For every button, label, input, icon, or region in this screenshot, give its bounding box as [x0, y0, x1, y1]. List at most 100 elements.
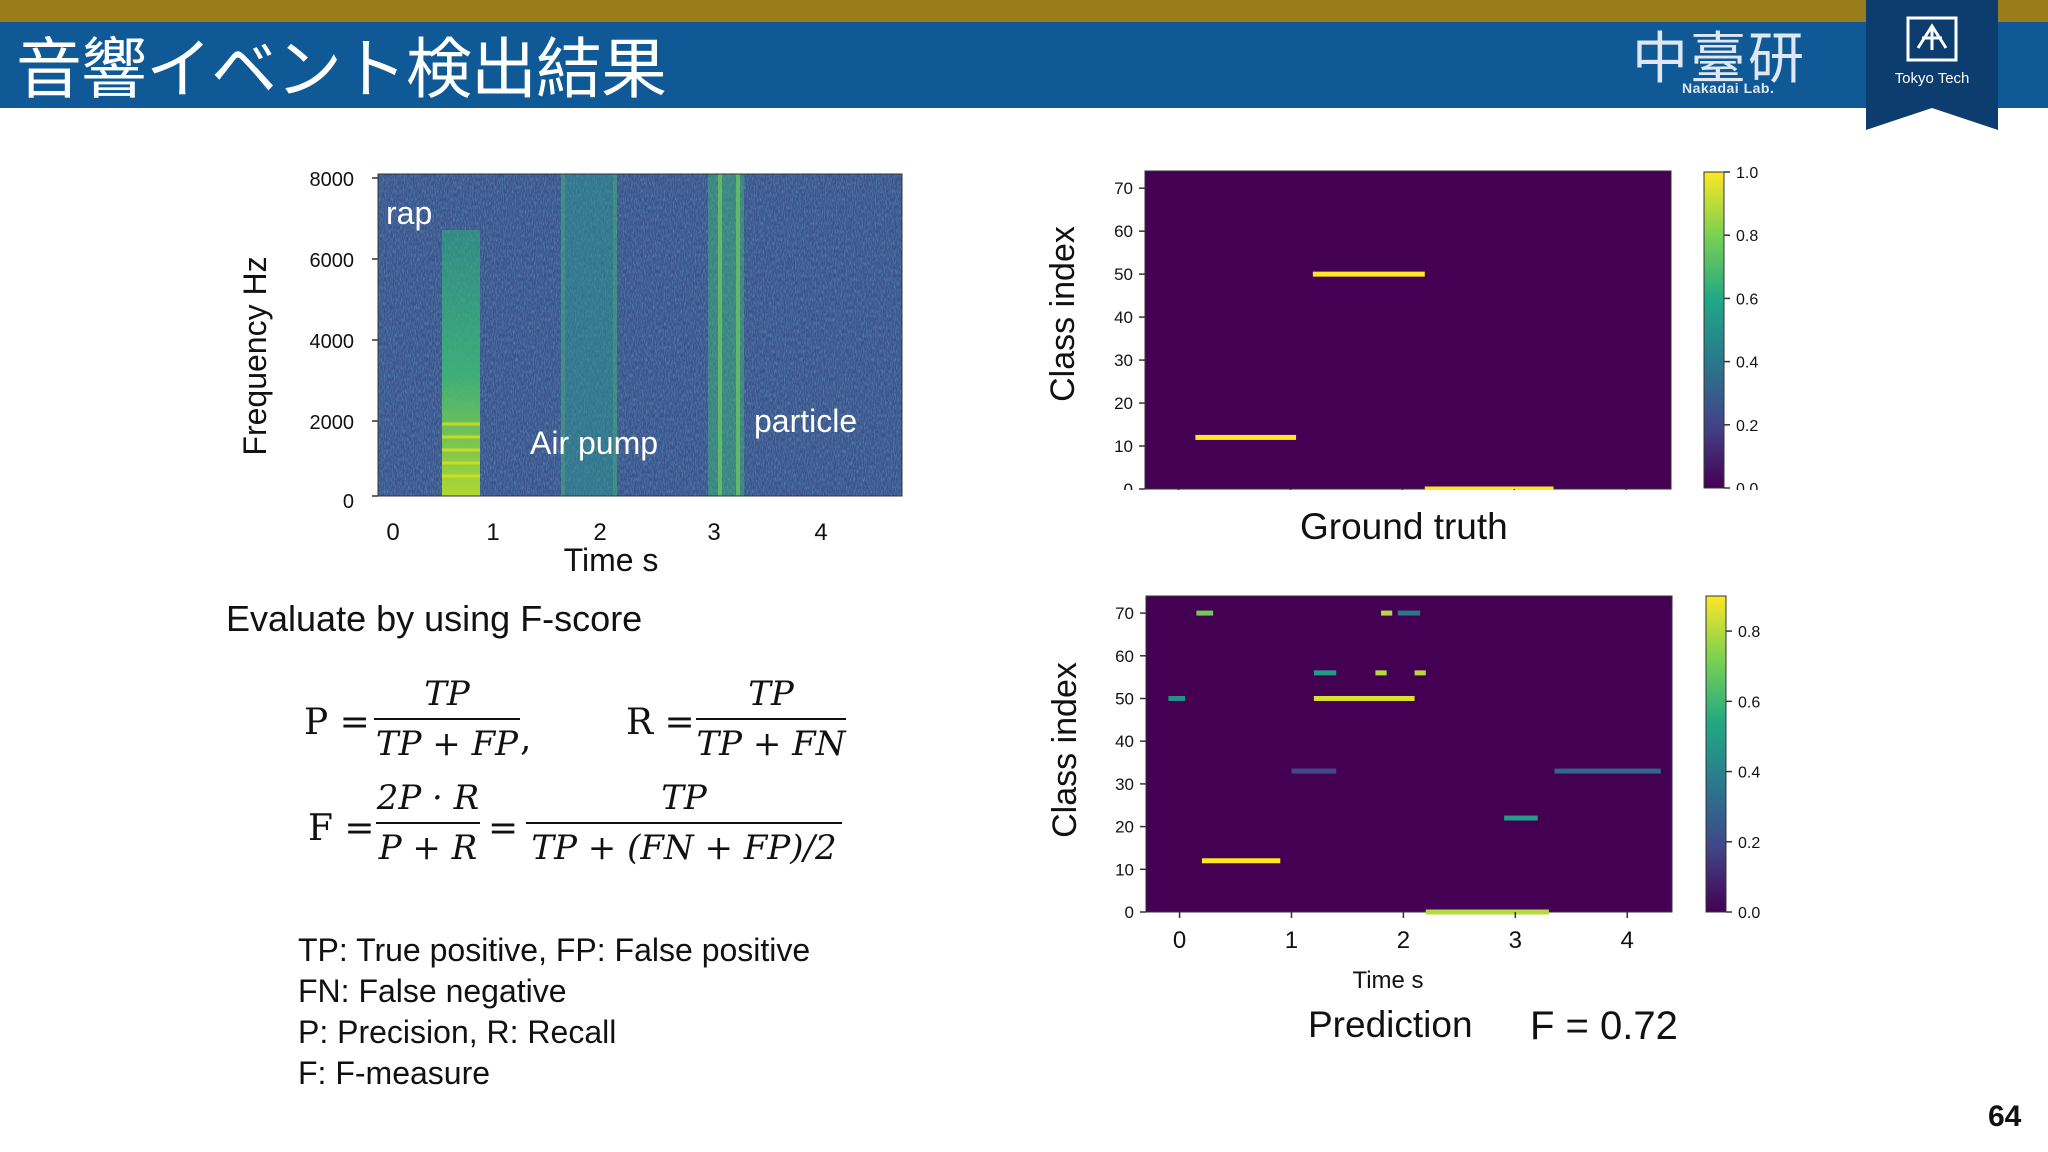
page-number: 64 — [1988, 1100, 2022, 1133]
prediction-ytick: 10 — [1115, 860, 1134, 879]
spectrogram-ytick: 8000 — [310, 169, 355, 191]
spectrogram-ytick: 6000 — [310, 250, 355, 272]
prediction-ylabel: Class index — [1046, 662, 1084, 838]
spectrogram-annotation-rap: rap — [386, 195, 432, 231]
prediction-colorbar-tick: 0.0 — [1738, 905, 1760, 922]
definition-item: P: Precision, R: Recall — [298, 1014, 617, 1050]
prediction-colorbar-tick: 0.8 — [1738, 624, 1760, 641]
formula-equals: = — [488, 808, 519, 849]
recall-lhs: R = — [626, 702, 695, 743]
fmeasure-denominator-2: TP + (FN + FP)/2 — [531, 828, 837, 868]
top-accent-stripe — [0, 0, 2048, 22]
precision-lhs: P = — [304, 702, 370, 743]
ground-truth-colorbar-tick: 0.4 — [1736, 355, 1758, 372]
prediction-event-bar — [1554, 768, 1661, 774]
prediction-ytick: 50 — [1115, 689, 1134, 708]
spectrogram-ytick: 4000 — [310, 331, 355, 353]
prediction-xtick: 4 — [1621, 927, 1634, 954]
fmeasure-denominator-1: P + R — [378, 828, 478, 868]
definition-item: TP: True positive, FP: False positive — [298, 932, 811, 968]
prediction-event-bar — [1397, 610, 1421, 616]
fraction-bar — [376, 822, 480, 824]
tokyo-tech-emblem-icon — [1866, 0, 1998, 130]
prediction-colorbar-tick: 0.4 — [1738, 765, 1760, 782]
ground-truth-ytick: 0 — [1124, 480, 1133, 490]
ground-truth-ytick: 70 — [1114, 179, 1133, 198]
prediction-xtick: 3 — [1509, 927, 1522, 954]
precision-denominator: TP + FP — [375, 724, 519, 764]
prediction-event-bar — [1168, 695, 1186, 701]
prediction-event-bar — [1291, 768, 1337, 774]
prediction-ytick: 40 — [1115, 732, 1134, 751]
spectrogram-xtick: 0 — [386, 519, 399, 546]
recall-numerator: TP — [748, 674, 794, 714]
prediction-event-bar — [1504, 815, 1538, 821]
recall-denominator: TP + FN — [696, 724, 846, 764]
prediction-plot-area — [1146, 596, 1672, 912]
ground-truth-ylabel: Class index — [1044, 226, 1082, 402]
ground-truth-event-bar — [1195, 434, 1297, 440]
fraction-bar — [374, 718, 520, 720]
prediction-ytick: 30 — [1115, 775, 1134, 794]
definition-item: F: F-measure — [298, 1055, 491, 1091]
ground-truth-caption: Ground truth — [1300, 506, 1508, 547]
ground-truth-colorbar-tick: 0.6 — [1736, 291, 1758, 308]
prediction-event-bar — [1313, 695, 1415, 701]
prediction-caption: Prediction — [1308, 1004, 1473, 1045]
prediction-event-bar — [1425, 909, 1549, 915]
prediction-event-bar — [1313, 670, 1337, 676]
prediction-event-bar — [1201, 858, 1281, 864]
ground-truth-ytick: 40 — [1114, 308, 1133, 327]
prediction-xtick: 2 — [1397, 927, 1410, 954]
recall-fraction: TP TP + FN — [696, 672, 846, 766]
spectrogram-xtick: 1 — [486, 519, 499, 546]
fmeasure-fraction-2: TP TP + (FN + FP)/2 — [526, 776, 842, 870]
prediction-event-bar — [1381, 610, 1393, 616]
spectrogram-figure: 8000 6000 4000 2000 0 0 1 2 3 4 Time s F… — [237, 169, 903, 578]
precision-numerator: TP — [424, 674, 470, 714]
definitions-list: TP: True positive, FP: False positive FN… — [298, 930, 810, 1094]
spectrogram-xaxis: 0 1 2 3 4 — [386, 519, 827, 546]
ground-truth-event-bar — [1424, 486, 1554, 490]
prediction-ytick: 70 — [1115, 604, 1134, 623]
spectrogram-airpump-band — [565, 174, 613, 496]
prediction-ytick: 20 — [1115, 818, 1134, 837]
ground-truth-ytick: 50 — [1114, 265, 1133, 284]
fraction-bar — [696, 718, 846, 720]
prediction-xtick: 1 — [1285, 927, 1298, 954]
spectrogram-xlabel: Time s — [564, 542, 659, 578]
fmeasure-numerator-1: 2P · R — [376, 778, 480, 818]
prediction-ytick: 60 — [1115, 647, 1134, 666]
spectrogram-annotation-particle: particle — [754, 403, 857, 439]
spectrogram-rap-band — [442, 230, 480, 496]
title-bar — [0, 22, 2048, 108]
spectrogram-yaxis: 8000 6000 4000 2000 0 — [310, 169, 355, 513]
prediction-fscore: F = 0.72 — [1530, 1004, 1678, 1048]
tokyo-tech-label: Tokyo Tech — [1894, 70, 1970, 87]
prediction-event-bar — [1414, 670, 1426, 676]
spectrogram-annotation-airpump: Air pump — [530, 425, 658, 461]
fraction-bar — [526, 822, 842, 824]
ground-truth-plot-area — [1145, 171, 1671, 489]
fmeasure-fraction-1: 2P · R P + R — [376, 776, 480, 870]
fmeasure-lhs: F = — [308, 808, 375, 849]
ground-truth-chart: 70 60 50 40 30 20 10 0 Class index 1.0 0.8 0.6 0.4… — [1044, 165, 1758, 490]
prediction-xtick: 0 — [1173, 927, 1186, 954]
prediction-xlabel: Time s — [1352, 967, 1423, 994]
ground-truth-colorbar-tick: 0.0 — [1736, 481, 1758, 490]
spectrogram-ylabel: Frequency Hz — [237, 256, 273, 455]
ground-truth-ytick: 20 — [1114, 394, 1133, 413]
spectrogram-ytick: 0 — [343, 491, 354, 513]
ground-truth-colorbar-tick: 0.8 — [1736, 228, 1758, 245]
ground-truth-ytick: 10 — [1114, 437, 1133, 456]
fmeasure-numerator-2: TP — [661, 778, 707, 818]
prediction-chart: 70 60 50 40 30 20 10 0 0 1 2 3 4 Time s Class index… — [1046, 595, 1760, 994]
prediction-colorbar-tick: 0.2 — [1738, 835, 1760, 852]
spectrogram-xtick: 4 — [814, 519, 827, 546]
slide-title: 音響イベント検出結果 — [16, 31, 667, 108]
ground-truth-event-bar — [1312, 271, 1425, 277]
lab-logo-name: Nakadai Lab. — [1682, 80, 1775, 96]
ground-truth-colorbar-tick: 0.2 — [1736, 418, 1758, 435]
definition-item: FN: False negative — [298, 973, 567, 1009]
ground-truth-ytick: 30 — [1114, 351, 1133, 370]
